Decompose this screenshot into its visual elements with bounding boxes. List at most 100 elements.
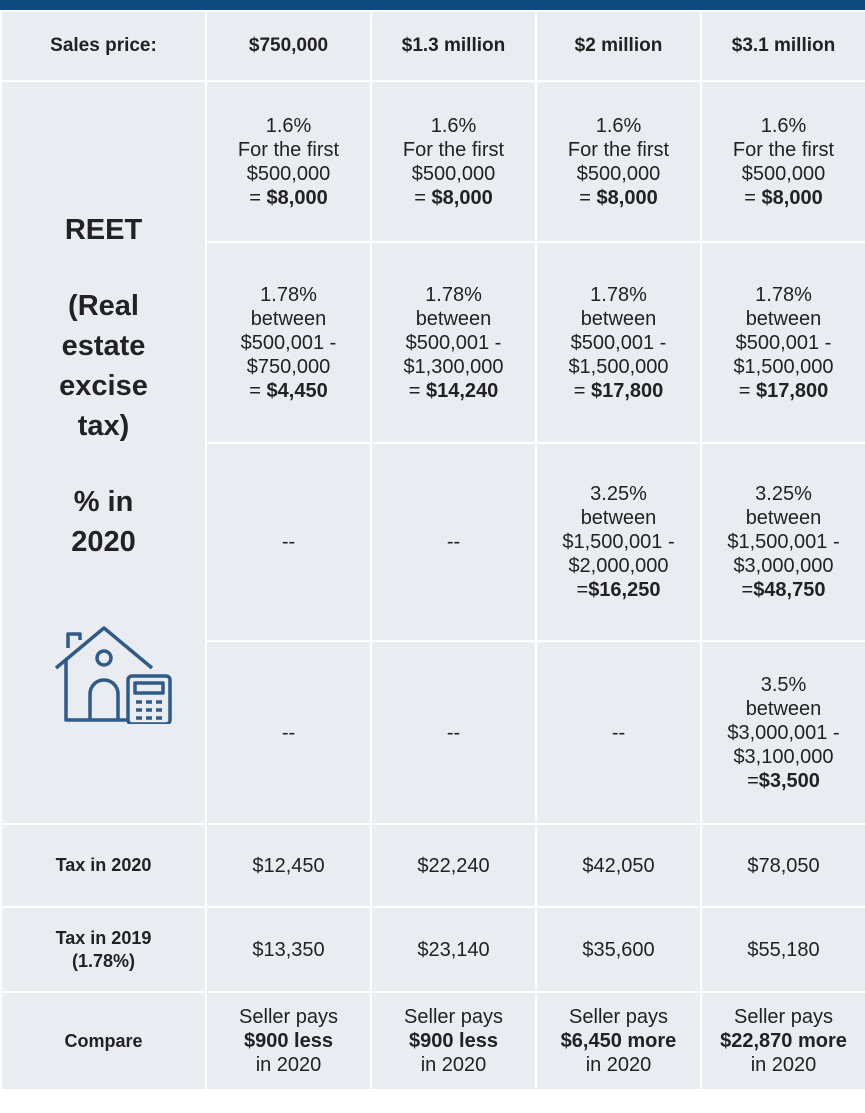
cell-text: = (576, 579, 589, 601)
reet-label-cell: REET (Real estate excise tax) % in 2020 (0, 80, 207, 825)
summary-cell: $12,450 (205, 823, 372, 908)
cell-line: $500,000 (576, 162, 661, 185)
cell-line: between (745, 697, 822, 720)
cell-line: in 2020 (420, 1054, 487, 1076)
cell-line: Compare (64, 1030, 143, 1051)
row-label: Tax in 2019 (1.78%) (0, 906, 207, 993)
summary-cell: $55,180 (700, 906, 865, 993)
cell-line: $1,500,001 - (562, 531, 675, 553)
cell-line: 1.78% (425, 283, 482, 306)
cell-line: $900 less (207, 1029, 370, 1053)
cell-amount: $900 less (409, 1030, 498, 1052)
cell-line: -- (611, 721, 626, 744)
reet-cell: 3.5% between $3,000,001 - $3,100,000 =$3,500 (700, 640, 865, 825)
summary-cell: Seller pays $900 less in 2020 (205, 991, 372, 1091)
reet-table: Sales price: $750,000 $1.3 million $2 milli… (0, 10, 865, 1091)
cell-line: $13,350 (252, 938, 325, 961)
cell-line: $22,240 (417, 854, 490, 877)
cell-line: 1.78% (755, 283, 812, 306)
reet-cell: 1.78% between $500,001 - $750,000 = $4,450 (205, 241, 372, 444)
summary-row: Tax in 2019 (1.78%) $13,350 $23,140 $35,600 $… (0, 906, 865, 993)
reet-cell: 1.78% between $500,001 - $1,300,000 = $14,24… (370, 241, 537, 444)
reet-cell: -- (535, 640, 702, 825)
cell-line: $750,000 (246, 355, 331, 378)
cell-line: $1,300,000 (403, 355, 504, 378)
top-bar (0, 0, 865, 10)
cell-text: = (408, 379, 426, 402)
reet-cell: 1.78% between $500,001 - $1,500,000 = $17,80… (700, 241, 865, 444)
cell-line: $42,050 (582, 854, 655, 877)
summary-cell: $78,050 (700, 823, 865, 908)
cell-line: Seller pays (734, 1006, 833, 1028)
reet-cell: -- (205, 640, 372, 825)
cell-amount: $17,800 (590, 379, 664, 402)
cell-text: = (573, 379, 591, 402)
cell-line: $22,870 more (702, 1029, 865, 1053)
cell-line: $500,000 (741, 162, 826, 185)
cell-line: $500,001 - (405, 331, 502, 354)
cell-text: = (747, 769, 759, 792)
reet-cell: 3.25% between $1,500,001 - $2,000,000 =$16,2… (535, 442, 702, 642)
cell-text: = (741, 579, 754, 601)
cell-line: $500,000 (246, 162, 331, 185)
cell-line: -- (281, 531, 296, 553)
header-row: Sales price: $750,000 $1.3 million $2 milli… (0, 10, 865, 82)
reet-cell: -- (370, 640, 537, 825)
cell-line: 1.6% (430, 114, 477, 137)
reet-row: REET (Real estate excise tax) % in 2020 1.… (0, 80, 865, 825)
cell-amount: $14,240 (425, 379, 499, 402)
cell-line: $1,500,001 - (727, 531, 840, 553)
cell-line: -- (446, 721, 461, 744)
cell-line: $1,500,000 (733, 355, 834, 378)
reet-row: 1.78% between $500,001 - $750,000 = $4,450 1.… (1, 241, 865, 444)
reet-cell: 1.78% between $500,001 - $1,500,000 = $17,80… (535, 241, 702, 444)
cell-line: -- (446, 531, 461, 553)
cell-line: Seller pays (239, 1006, 338, 1028)
cell-line: Seller pays (569, 1006, 668, 1028)
cell-line: 1.6% (595, 114, 642, 137)
summary-cell: $22,240 (370, 823, 537, 908)
table-body: Sales price: $750,000 $1.3 million $2 milli… (0, 10, 865, 1091)
cell-line: $500,001 - (735, 331, 832, 354)
cell-line: $3,000,001 - (727, 721, 840, 744)
cell-amount: $8,000 (266, 186, 328, 209)
row-label: Compare (0, 991, 207, 1091)
header-cell: $750,000 (205, 10, 372, 82)
cell-line: = $17,800 (702, 379, 865, 403)
reet-row: -- -- 3.25% between $1,500,001 - $2,000,000 =$… (1, 442, 865, 642)
summary-cell: $35,600 (535, 906, 702, 993)
cell-text: = (738, 379, 756, 402)
cell-line: = $4,450 (207, 379, 370, 403)
cell-line: between (745, 307, 822, 330)
cell-line: = $8,000 (702, 186, 865, 210)
cell-line: 3.25% (755, 483, 812, 505)
cell-line: $78,050 (747, 854, 820, 877)
cell-line: $1,500,000 (568, 355, 669, 378)
cell-line: Tax in 2020 (55, 855, 152, 875)
cell-line: between (745, 507, 822, 529)
cell-line: $2,000,000 (568, 555, 669, 577)
cell-amount: $4,450 (266, 379, 328, 402)
cell-line: -- (281, 721, 296, 744)
reet-cell: 1.6% For the first $500,000 = $8,000 (535, 80, 702, 243)
cell-line: in 2020 (750, 1054, 817, 1076)
cell-line: = $8,000 (372, 186, 535, 210)
reet-cell: 1.6% For the first $500,000 = $8,000 (700, 80, 865, 243)
cell-line: = $14,240 (372, 379, 535, 403)
header-cell: $3.1 million (700, 10, 865, 82)
header-cell: $2 million (535, 10, 702, 82)
cell-amount: $900 less (244, 1030, 333, 1052)
cell-text: = (744, 186, 762, 209)
cell-line: = $8,000 (537, 186, 700, 210)
cell-line: 1.78% (260, 283, 317, 306)
reet-cell: 3.25% between $1,500,001 - $3,000,000 =$48,7… (700, 442, 865, 642)
cell-line: =$3,500 (702, 769, 865, 793)
cell-line: $35,600 (582, 938, 655, 961)
cell-line: between (580, 507, 657, 529)
house-calculator-icon (54, 626, 172, 724)
cell-line: For the first (732, 138, 835, 161)
cell-line: For the first (402, 138, 505, 161)
cell-line: (1.78%) (71, 950, 136, 971)
summary-cell: Seller pays $900 less in 2020 (370, 991, 537, 1091)
